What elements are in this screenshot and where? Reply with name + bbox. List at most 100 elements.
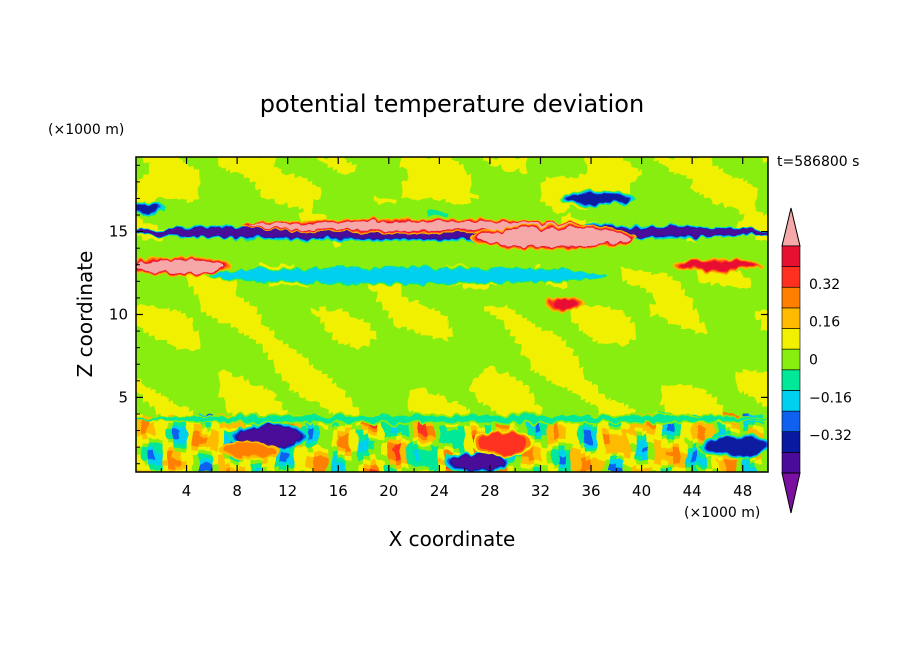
feature-layer <box>136 190 768 472</box>
field-cell <box>249 405 257 411</box>
field-cell <box>369 447 377 452</box>
field-cell <box>331 401 339 407</box>
field-cell <box>546 335 554 340</box>
field-cell <box>559 422 567 427</box>
field-cell <box>591 181 598 187</box>
field-cell <box>730 422 737 427</box>
field-cell <box>350 405 358 411</box>
field-cell <box>616 157 624 162</box>
field-cell <box>622 409 630 415</box>
field-cell <box>186 169 194 175</box>
field-cell <box>243 318 251 324</box>
field-cell <box>610 459 617 465</box>
field-cell <box>742 194 750 199</box>
field-cell <box>281 463 289 469</box>
field-cell <box>452 405 459 411</box>
field-cell <box>357 322 365 328</box>
field-cell <box>559 190 567 195</box>
field-cell <box>546 351 554 357</box>
field-cell <box>313 389 320 394</box>
field-cell <box>237 405 244 411</box>
field-cell <box>211 430 219 436</box>
field-cell <box>704 157 712 162</box>
field-cell <box>749 414 756 419</box>
field-cell <box>489 385 497 390</box>
field-cell <box>616 463 624 469</box>
field-cell <box>230 389 238 394</box>
field-cell <box>717 194 725 199</box>
field-cell <box>597 181 605 187</box>
field-cell <box>527 426 535 432</box>
field-cell <box>211 451 219 456</box>
field-cell <box>357 343 365 349</box>
field-cell <box>268 351 276 357</box>
field-cell <box>180 430 188 436</box>
field-cell <box>584 326 592 332</box>
field-cell <box>407 306 415 311</box>
field-cell <box>407 169 415 175</box>
field-cell <box>666 157 674 162</box>
field-cell <box>666 447 674 452</box>
field-cell <box>186 335 194 340</box>
field-cell <box>395 463 402 469</box>
field-cell <box>559 455 567 461</box>
field-cell <box>433 459 440 465</box>
field-cell <box>262 335 270 340</box>
field-cell <box>155 186 162 191</box>
field-cell <box>338 443 346 448</box>
field-cell <box>679 455 687 461</box>
field-cell <box>692 177 700 183</box>
field-cell <box>439 455 447 461</box>
field-cell <box>186 426 194 432</box>
field-cell <box>502 306 510 311</box>
field-cell <box>610 455 617 461</box>
field-cell <box>540 343 548 349</box>
field-cell <box>679 426 687 432</box>
field-cell <box>300 364 308 369</box>
field-cell <box>685 451 693 456</box>
field-cell <box>192 339 200 345</box>
field-cell <box>660 455 668 461</box>
field-cell <box>489 310 497 316</box>
field-cell <box>679 165 687 170</box>
field-cell <box>723 277 731 282</box>
field-cell <box>414 181 421 187</box>
field-cell <box>603 157 611 162</box>
field-cell <box>635 169 643 175</box>
field-cell <box>439 210 447 216</box>
field-cell <box>565 202 573 208</box>
field-cell <box>508 331 516 336</box>
field-cell <box>559 219 567 224</box>
field-cell <box>306 364 314 369</box>
field-cell <box>603 447 611 452</box>
field-cell <box>224 372 232 378</box>
field-cell <box>565 372 573 378</box>
field-cell <box>534 335 542 340</box>
field-cell <box>294 355 301 361</box>
field-cell <box>717 405 725 411</box>
field-cell <box>148 314 156 320</box>
field-cell <box>148 331 156 336</box>
colorbar-band <box>781 307 801 329</box>
field-cell <box>717 409 725 415</box>
field-cell <box>281 447 289 452</box>
field-cell <box>319 376 327 382</box>
field-cell <box>136 438 143 444</box>
field-cell <box>243 161 251 166</box>
field-cell <box>755 389 763 394</box>
field-cell <box>471 430 478 436</box>
field-cell <box>357 326 365 332</box>
field-cell <box>660 293 668 299</box>
field-cell <box>155 451 162 456</box>
field-cell <box>300 380 308 386</box>
field-cell <box>730 467 737 472</box>
field-cell <box>591 177 598 183</box>
field-cell <box>426 443 434 448</box>
field-cell <box>426 186 434 191</box>
field-cell <box>679 459 687 465</box>
field-cell <box>622 422 630 427</box>
field-cell <box>742 414 750 419</box>
field-cell <box>458 190 466 195</box>
field-cell <box>458 169 466 175</box>
field-cell <box>173 467 181 472</box>
